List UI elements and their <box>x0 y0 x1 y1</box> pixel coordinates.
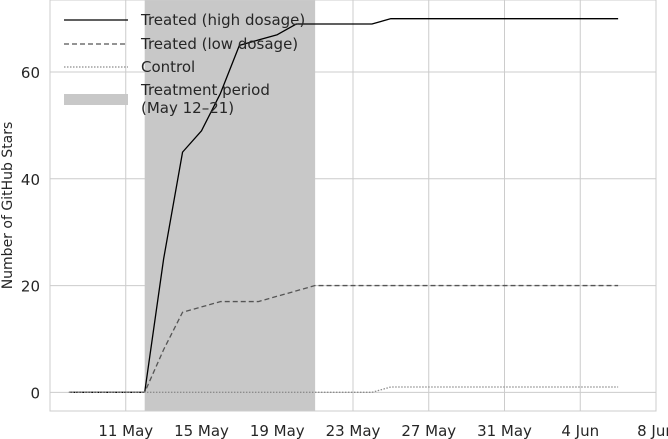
x-tick-label: 11 May <box>98 422 153 439</box>
legend-label-1: Treated (high dosage) <box>140 11 305 29</box>
y-axis-label: Number of GitHub Stars <box>0 122 16 290</box>
tick-labels: 11 May 15 May 19 May 23 May 27 May 31 May 4 Ju… <box>21 64 668 439</box>
legend-swatch-treatment-period <box>64 94 128 105</box>
series-lines <box>68 18 619 393</box>
x-tick-label: 23 May <box>326 422 381 439</box>
legend-label-3: Control <box>141 58 195 76</box>
plot-border <box>49 0 657 412</box>
series-line-2 <box>68 284 619 393</box>
legend-label-treatment-period: Treatment period (May 12–21) <box>140 81 270 117</box>
legend-label-2: Treated (low dosage) <box>140 35 298 53</box>
x-tick-label: 27 May <box>401 422 456 439</box>
x-tick-label: 31 May <box>477 422 532 439</box>
x-tick-label: 4 Jun <box>561 422 599 439</box>
x-tick-label: 15 May <box>174 422 229 439</box>
series-line-1 <box>68 18 619 393</box>
x-tick-label: 8 Jun <box>637 422 668 439</box>
plot-frame <box>49 0 657 412</box>
y-tick-label: 60 <box>21 64 40 82</box>
y-tick-label: 20 <box>21 278 40 296</box>
y-tick-label: 40 <box>21 171 40 189</box>
legend: Treated (high dosage) Treated (low dosage… <box>64 11 305 117</box>
x-tick-label: 19 May <box>250 422 305 439</box>
y-tick-label: 0 <box>30 384 40 402</box>
